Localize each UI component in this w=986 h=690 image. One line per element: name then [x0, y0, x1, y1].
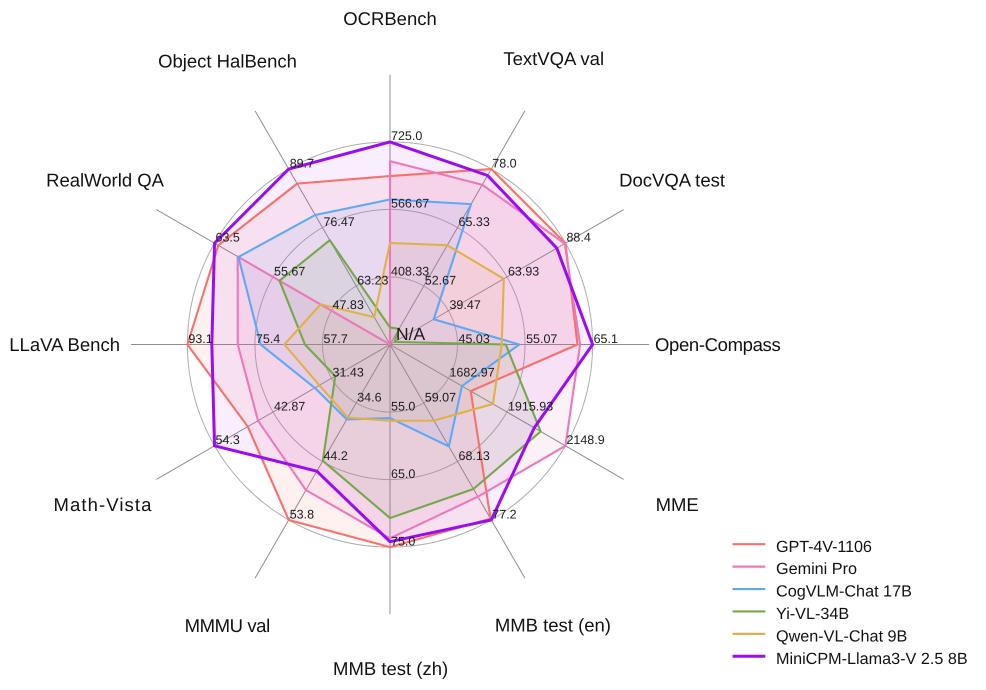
svg-text:55.0: 55.0 — [391, 399, 415, 413]
svg-text:1915.93: 1915.93 — [508, 399, 553, 413]
svg-text:65.0: 65.0 — [391, 467, 415, 481]
svg-text:MMMU val: MMMU val — [185, 615, 270, 636]
svg-text:89.7: 89.7 — [290, 156, 314, 170]
svg-text:65.1: 65.1 — [594, 332, 618, 346]
svg-text:Yi-VL-34B: Yi-VL-34B — [776, 605, 849, 623]
svg-text:88.4: 88.4 — [566, 231, 590, 245]
svg-text:78.0: 78.0 — [492, 156, 516, 170]
svg-text:N/A: N/A — [396, 324, 426, 344]
svg-text:45.03: 45.03 — [459, 332, 490, 346]
svg-text:75.4: 75.4 — [256, 332, 280, 346]
svg-text:44.2: 44.2 — [323, 449, 347, 463]
svg-text:Qwen-VL-Chat 9B: Qwen-VL-Chat 9B — [776, 627, 907, 645]
svg-text:63.23: 63.23 — [357, 273, 388, 287]
svg-text:Gemini Pro: Gemini Pro — [776, 560, 857, 578]
svg-text:54.3: 54.3 — [216, 433, 240, 447]
svg-text:1682.97: 1682.97 — [449, 366, 494, 380]
svg-text:MME: MME — [656, 494, 699, 515]
svg-text:39.47: 39.47 — [449, 298, 480, 312]
svg-text:75.0: 75.0 — [391, 534, 415, 548]
svg-text:68.13: 68.13 — [459, 449, 490, 463]
svg-text:63.93: 63.93 — [508, 264, 539, 278]
svg-text:42.87: 42.87 — [274, 399, 305, 413]
svg-text:93.1: 93.1 — [188, 332, 212, 346]
svg-text:Open-Compass: Open-Compass — [655, 334, 780, 355]
svg-text:TextVQA val: TextVQA val — [503, 48, 604, 69]
svg-text:57.7: 57.7 — [323, 332, 347, 346]
svg-text:MMB test (zh): MMB test (zh) — [333, 658, 448, 679]
svg-text:59.07: 59.07 — [425, 390, 456, 404]
svg-text:MiniCPM-Llama3-V 2.5 8B: MiniCPM-Llama3-V 2.5 8B — [776, 650, 968, 668]
svg-text:MMB test (en): MMB test (en) — [495, 615, 611, 636]
svg-text:2148.9: 2148.9 — [566, 433, 604, 447]
svg-text:566.67: 566.67 — [391, 197, 429, 211]
svg-text:76.47: 76.47 — [323, 215, 354, 229]
svg-text:63.5: 63.5 — [216, 231, 240, 245]
svg-text:GPT-4V-1106: GPT-4V-1106 — [776, 538, 872, 556]
svg-text:47.83: 47.83 — [333, 298, 364, 312]
svg-text:CogVLM-Chat 17B: CogVLM-Chat 17B — [776, 583, 912, 601]
svg-text:55.67: 55.67 — [274, 264, 305, 278]
svg-text:725.0: 725.0 — [391, 129, 422, 143]
svg-text:65.33: 65.33 — [459, 215, 490, 229]
svg-text:RealWorld QA: RealWorld QA — [46, 170, 165, 191]
svg-text:408.33: 408.33 — [391, 264, 429, 278]
svg-text:52.67: 52.67 — [425, 273, 456, 287]
svg-text:55.07: 55.07 — [526, 332, 557, 346]
svg-text:OCRBench: OCRBench — [343, 8, 437, 29]
svg-text:DocVQA test: DocVQA test — [619, 170, 725, 191]
svg-text:77.2: 77.2 — [492, 507, 516, 521]
svg-text:Object HalBench: Object HalBench — [158, 51, 297, 72]
svg-text:53.8: 53.8 — [290, 507, 314, 521]
svg-text:31.43: 31.43 — [333, 366, 364, 380]
svg-text:34.6: 34.6 — [357, 390, 381, 404]
svg-text:LLaVA Bench: LLaVA Bench — [9, 334, 120, 355]
svg-text:Math-Vista: Math-Vista — [53, 494, 152, 515]
